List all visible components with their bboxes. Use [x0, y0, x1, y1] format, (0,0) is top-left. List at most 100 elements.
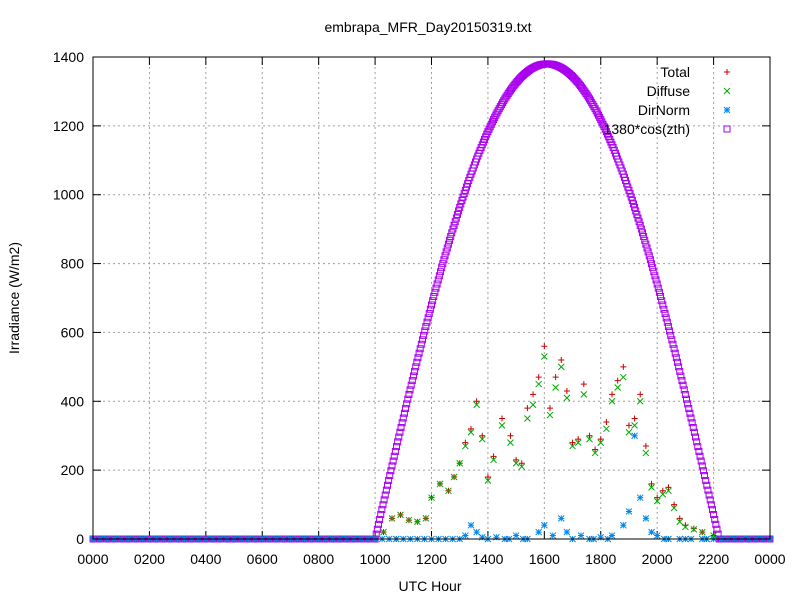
cross-marker: [388, 514, 396, 522]
square-marker: [632, 207, 640, 215]
square-marker: [686, 409, 694, 417]
cross-marker: [569, 442, 576, 450]
star-marker: [467, 521, 475, 529]
star-marker: [557, 514, 565, 522]
square-marker: [373, 525, 381, 533]
square-marker: [432, 284, 440, 292]
y-tick-label: 200: [61, 462, 85, 478]
square-marker: [390, 452, 398, 460]
cross-marker: [580, 391, 588, 398]
plus-marker: [592, 446, 599, 453]
star-marker: [597, 533, 605, 541]
square-marker: [662, 314, 670, 322]
cross-marker: [456, 459, 464, 467]
square-marker: [683, 395, 691, 403]
cross-marker: [445, 487, 452, 495]
square-marker: [442, 248, 450, 256]
plus-marker: [642, 443, 649, 450]
square-marker: [399, 414, 407, 422]
cross-marker: [380, 528, 387, 536]
plus-marker: [609, 391, 616, 398]
square-marker: [415, 349, 423, 357]
square-marker: [667, 331, 675, 339]
cross-marker: [603, 425, 610, 433]
x-tick-label: 0000: [77, 551, 108, 567]
square-marker: [685, 405, 693, 413]
cross-marker: [682, 523, 689, 531]
square-marker: [393, 443, 401, 451]
square-marker: [594, 111, 602, 119]
plus-marker: [665, 484, 672, 491]
square-marker: [409, 372, 417, 380]
plus-marker: [648, 480, 655, 487]
square-marker: [394, 438, 402, 446]
plus-marker: [671, 501, 678, 508]
cross-marker: [436, 480, 444, 488]
square-marker: [706, 496, 714, 504]
cross-marker: [552, 384, 559, 391]
square-marker: [378, 506, 386, 514]
x-tick-label: 1800: [585, 551, 616, 567]
y-tick-labels: 0 200 400 600 800 1000 1200 1400: [53, 49, 84, 547]
cross-marker: [535, 380, 543, 388]
plus-marker: [552, 374, 559, 381]
square-marker: [406, 386, 414, 394]
square-marker: [412, 363, 420, 371]
cross-marker: [642, 449, 650, 457]
square-marker: [601, 125, 609, 133]
cross-marker: [665, 487, 672, 495]
plus-marker: [597, 436, 604, 443]
square-marker: [420, 331, 428, 339]
cross-marker: [648, 484, 655, 491]
square-marker: [687, 414, 695, 422]
star-marker: [563, 528, 571, 536]
legend-label: 1380*cos(zth): [604, 121, 690, 137]
plus-marker: [513, 456, 520, 463]
x-tick-label: 1200: [416, 551, 447, 567]
plus-marker: [620, 363, 627, 370]
cross-marker: [614, 384, 622, 391]
square-marker: [453, 210, 461, 218]
square-marker: [677, 372, 685, 380]
y-tick-label: 1200: [53, 118, 84, 134]
cross-marker: [512, 459, 520, 467]
square-marker: [676, 367, 684, 375]
legend-label: Total: [660, 64, 690, 80]
square-marker: [450, 221, 458, 229]
square-marker: [650, 268, 658, 276]
square-marker: [449, 225, 457, 233]
star-marker: [608, 532, 616, 539]
star-marker: [653, 532, 661, 539]
plus-marker: [479, 432, 486, 439]
square-marker: [387, 467, 395, 475]
x-tick-label: 2000: [642, 551, 673, 567]
square-marker: [439, 260, 447, 268]
cross-marker: [557, 363, 565, 371]
star-marker: [631, 432, 638, 440]
plus-marker: [625, 422, 632, 429]
cross-marker: [698, 528, 706, 536]
star-marker: [636, 494, 644, 502]
square-marker: [592, 107, 600, 115]
square-marker: [446, 236, 454, 244]
square-marker: [381, 491, 389, 499]
cross-marker: [450, 473, 458, 481]
square-marker: [644, 248, 652, 256]
star-marker: [625, 508, 633, 515]
plus-marker: [603, 418, 610, 425]
square-marker: [635, 218, 643, 226]
square-marker: [673, 358, 681, 366]
square-marker: [642, 240, 650, 248]
cross-marker: [422, 514, 430, 522]
square-marker: [663, 318, 671, 326]
square-marker: [413, 358, 421, 366]
cross-marker: [653, 497, 661, 505]
plus-marker: [631, 415, 638, 422]
star-marker: [478, 533, 486, 541]
square-marker: [385, 476, 393, 484]
x-tick-label: 0400: [190, 551, 221, 567]
plus-marker: [462, 439, 469, 446]
square-marker: [428, 301, 435, 309]
square-marker: [694, 443, 702, 451]
